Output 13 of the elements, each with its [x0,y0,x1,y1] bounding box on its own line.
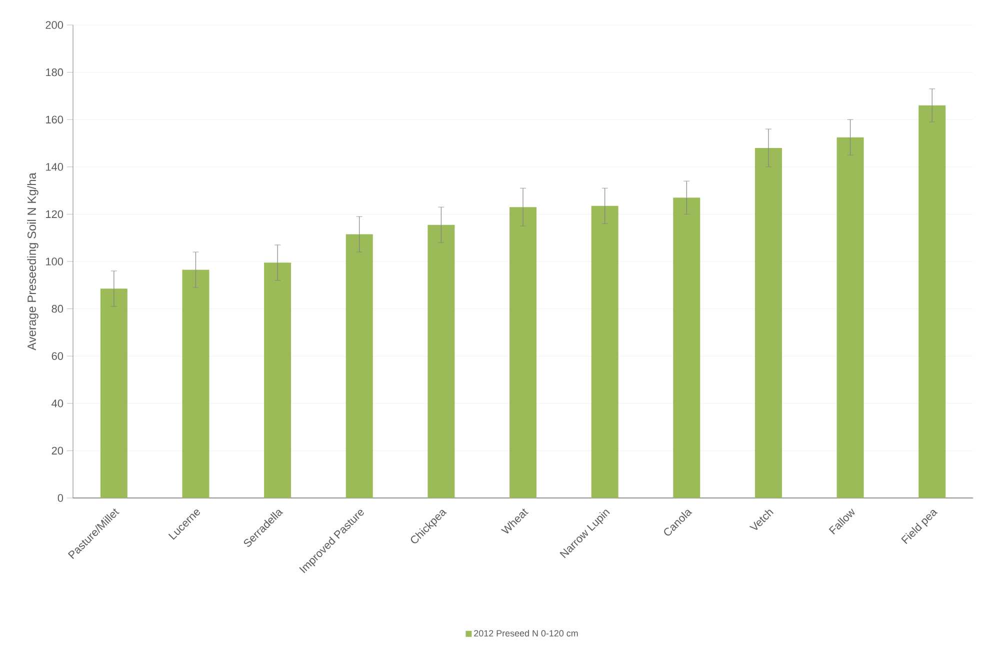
y-tick-label: 200 [46,21,64,29]
y-tick-label: 0 [58,494,64,502]
y-axis-title: Average Preseeding Soil N Kg/ha [27,172,38,350]
y-tick-label: 100 [46,258,64,266]
y-tick-label: 20 [52,446,64,455]
y-tick-label: 40 [52,400,64,408]
legend-label: 2012 Preseed N 0-120 cm [474,630,578,636]
y-tick-label: 80 [52,304,64,313]
y-tick-label: 160 [46,116,64,124]
y-tick-label: 120 [46,210,64,218]
y-tick-label: 140 [46,163,64,171]
y-tick-label: 180 [46,68,64,76]
y-tick-label: 60 [52,352,64,360]
